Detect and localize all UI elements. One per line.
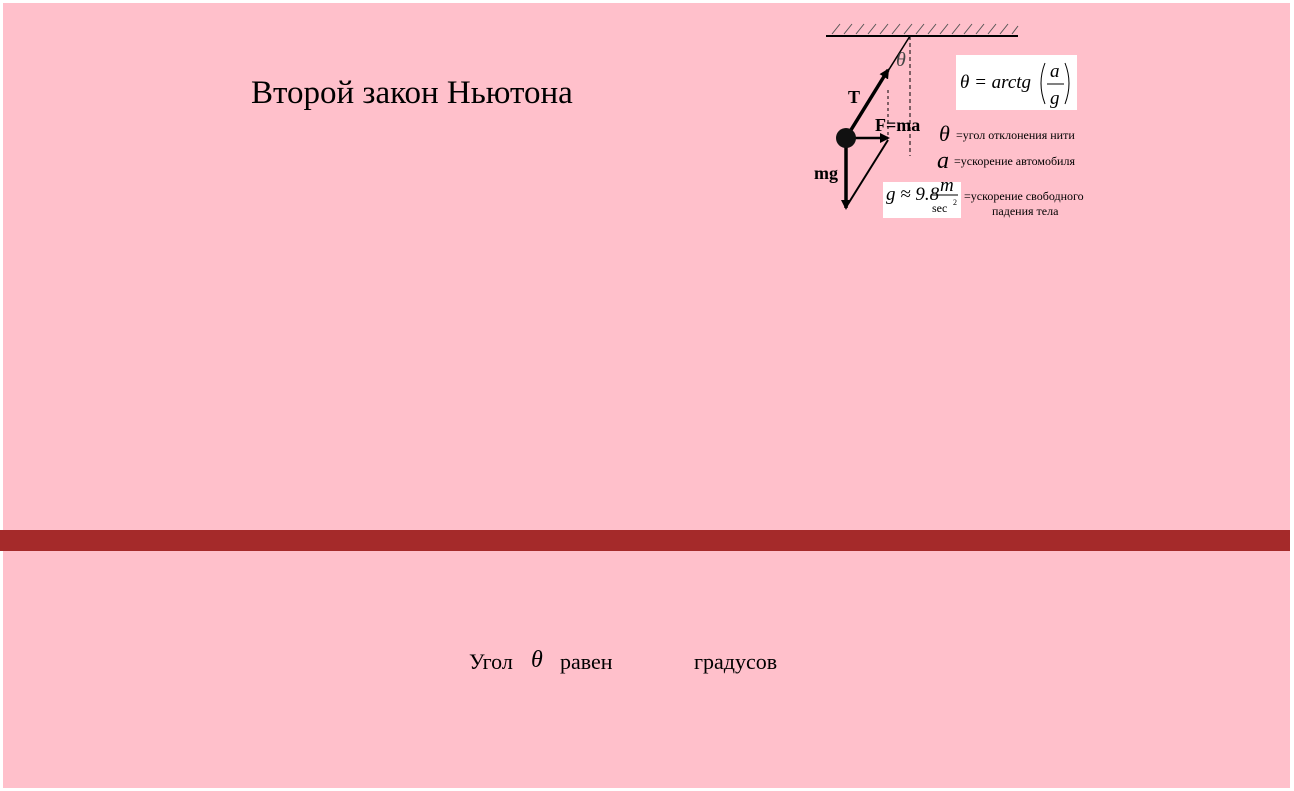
result-prefix: Угол [469,649,513,674]
result-units: градусов [694,649,778,674]
pendulum-mass [836,128,856,148]
road-strip [0,530,1290,551]
svg-text:=ускорение автомобиля: =ускорение автомобиля [954,154,1075,168]
svg-text:=угол отклонения нити: =угол отклонения нити [956,128,1075,142]
tension-arrow [844,68,890,139]
legend-acceleration: a =ускорение автомобиля [937,148,1075,174]
result-theta-symbol: θ [531,647,543,673]
svg-text:падения тела: падения тела [992,204,1059,218]
svg-text:g ≈ 9.8: g ≈ 9.8 [886,184,940,205]
svg-text:=ускорение свободного: =ускорение свободного [964,189,1084,203]
vector-sum-side [847,139,889,205]
result-line: Угол θ равен градусов [3,647,1290,677]
angle-formula: θ = arctg a g [956,55,1077,110]
gravity-formula: g ≈ 9.8 m sec 2 =ускорение свободного па… [883,175,1084,218]
svg-text:sec: sec [932,201,947,215]
angle-symbol: θ [896,49,906,71]
legend-theta: θ =угол отклонения нити [939,121,1075,146]
svg-text:θ = arctg: θ = arctg [960,72,1031,93]
svg-text:θ: θ [939,121,950,146]
svg-text:2: 2 [953,198,957,207]
physics-simulation-canvas: Второй закон Ньютона [0,3,1290,788]
force-label: F=ma [875,115,920,135]
page-title: Второй закон Ньютона [251,75,573,111]
ceiling [826,23,1019,37]
tension-label: T [848,87,860,107]
pendulum-force-diagram: T F=ma mg θ θ = arctg a g θ =угол отклон… [814,23,1084,218]
result-equals-word: равен [560,649,613,674]
svg-text:g: g [1050,88,1060,109]
svg-text:a: a [1050,61,1060,82]
gravity-label: mg [814,163,838,183]
svg-text:m: m [940,175,954,196]
svg-text:a: a [937,148,949,174]
